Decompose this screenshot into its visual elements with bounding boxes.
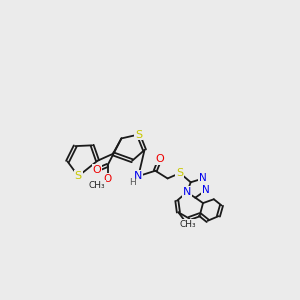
Text: N: N [134,171,142,181]
Text: O: O [103,174,112,184]
Text: N: N [199,173,207,184]
Text: O: O [155,154,164,164]
Text: S: S [135,130,142,140]
Text: S: S [176,168,184,178]
Text: H: H [129,178,136,187]
Text: N: N [202,185,210,195]
Text: CH₃: CH₃ [88,181,105,190]
Text: O: O [92,165,101,175]
Text: CH₃: CH₃ [179,220,196,229]
Text: S: S [75,171,82,181]
Text: N: N [183,187,191,197]
